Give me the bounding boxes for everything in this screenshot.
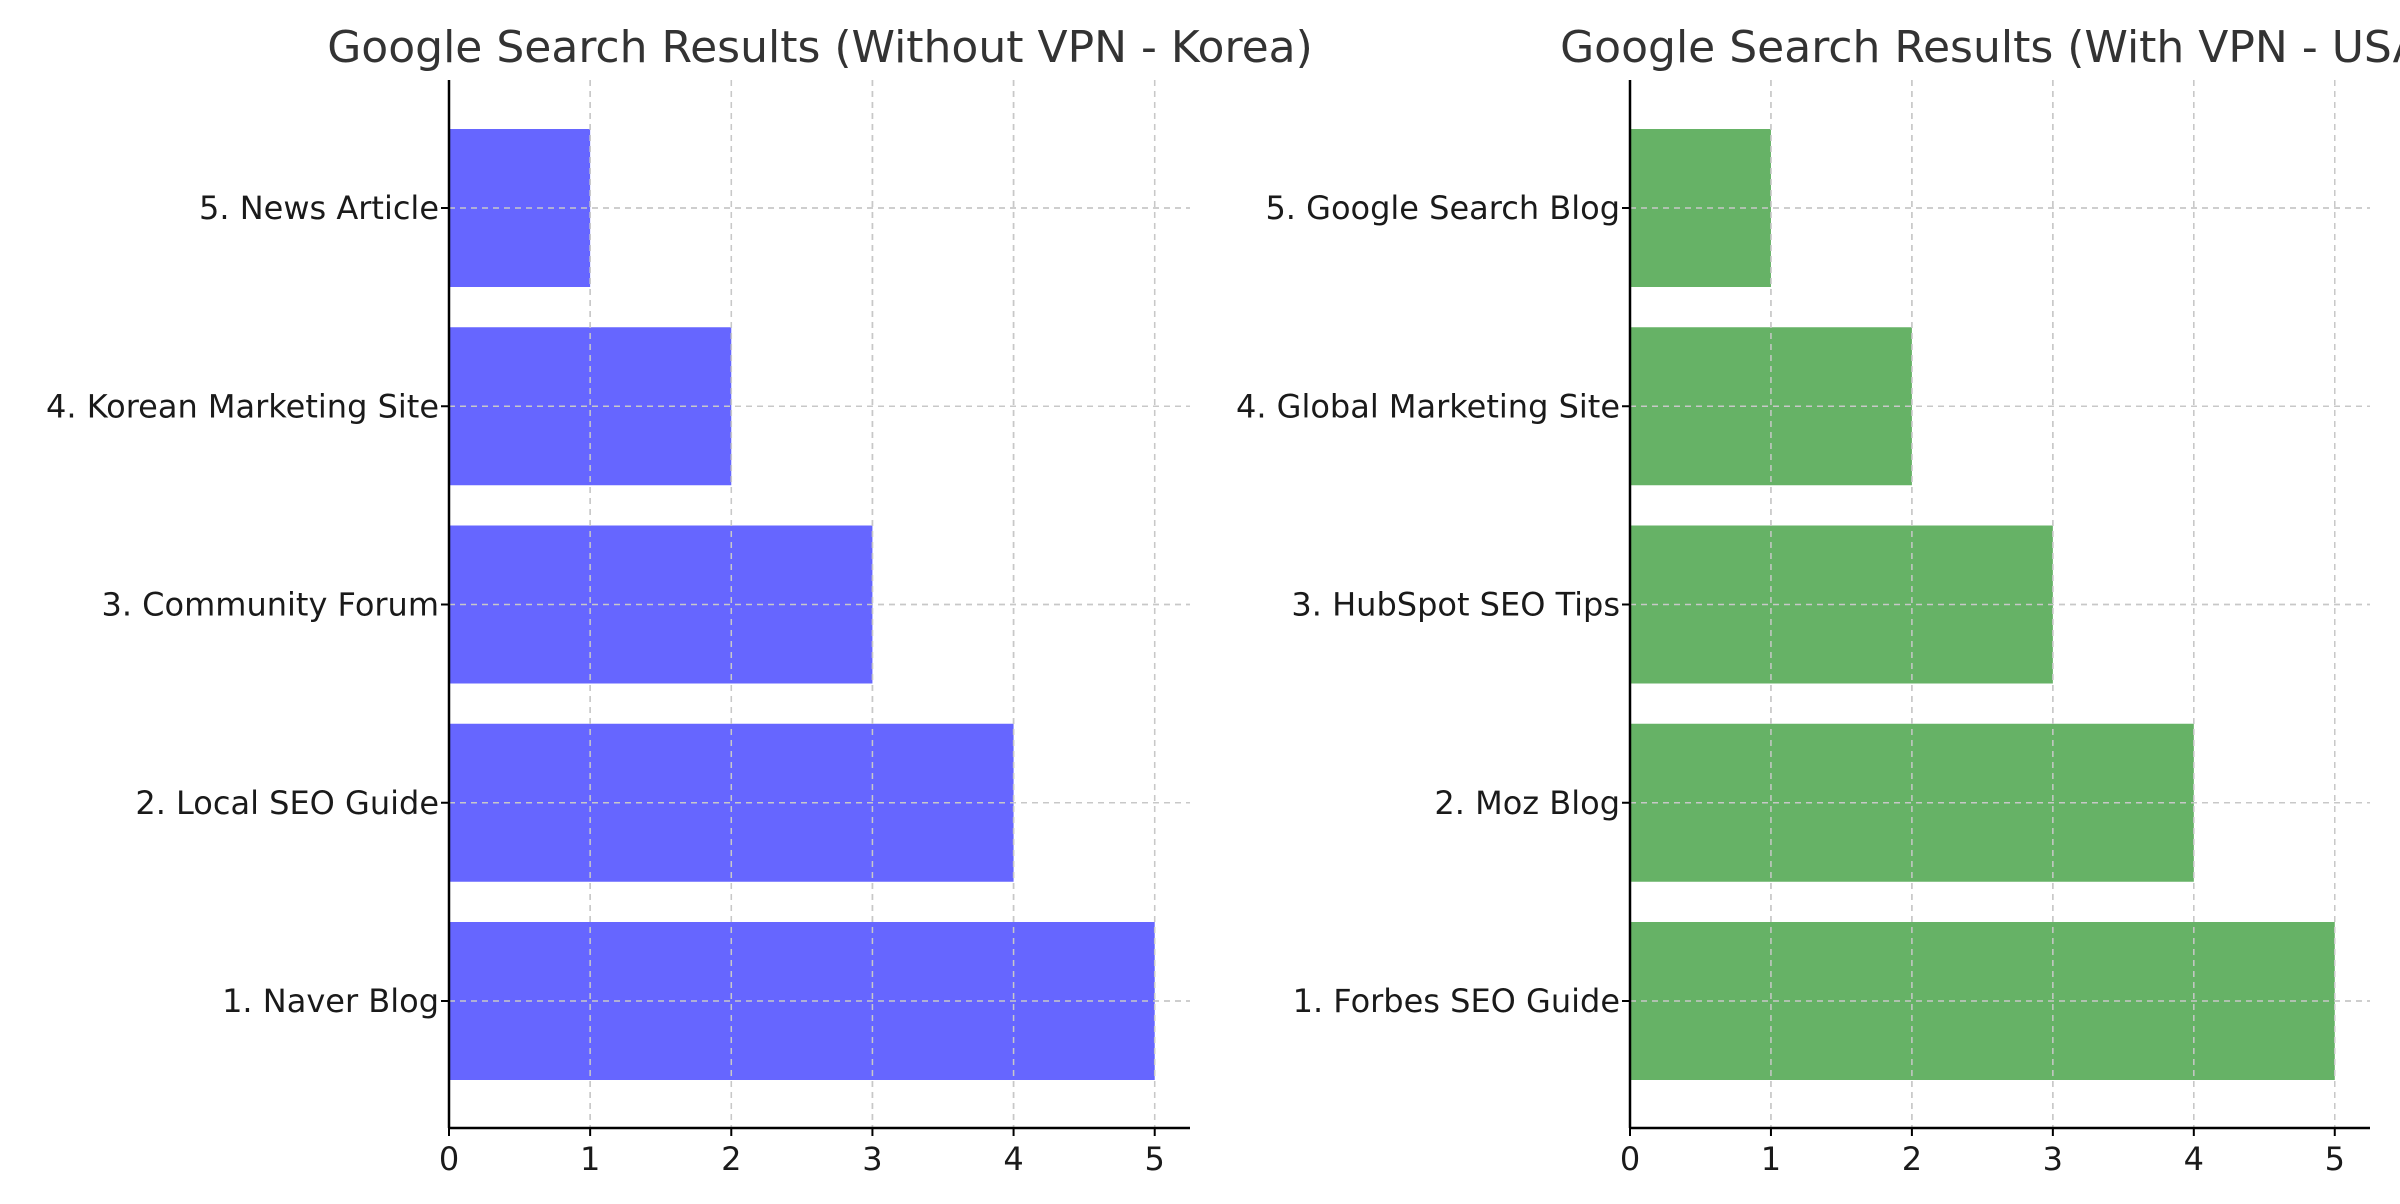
x-tick-label: 3 (2043, 1140, 2063, 1178)
chart-panel-1: Google Search Results (Without VPN - Kor… (46, 22, 1313, 1178)
x-tick-label: 0 (1620, 1140, 1640, 1178)
x-tick-label: 0 (439, 1140, 459, 1178)
category-label: 1. Forbes SEO Guide (1293, 982, 1620, 1020)
chart-title: Google Search Results (With VPN - USA) (1560, 22, 2400, 73)
category-label: 5. News Article (199, 189, 439, 227)
bar (1630, 327, 1912, 486)
category-label: 4. Korean Marketing Site (46, 387, 439, 425)
x-tick-label: 4 (2184, 1140, 2204, 1178)
category-label: 3. Community Forum (101, 586, 439, 624)
x-tick-label: 1 (1761, 1140, 1781, 1178)
chart-title: Google Search Results (Without VPN - Kor… (327, 22, 1313, 73)
category-label: 2. Local SEO Guide (135, 784, 439, 822)
category-label: 3. HubSpot SEO Tips (1291, 586, 1620, 624)
bar (449, 327, 732, 486)
x-tick-label: 5 (1145, 1140, 1165, 1178)
category-label: 2. Moz Blog (1434, 784, 1620, 822)
x-tick-label: 1 (580, 1140, 600, 1178)
x-tick-label: 2 (1902, 1140, 1922, 1178)
category-label: 5. Google Search Blog (1265, 189, 1620, 227)
x-tick-label: 5 (2325, 1140, 2345, 1178)
bar (449, 723, 1014, 882)
x-tick-label: 3 (862, 1140, 882, 1178)
bar (1630, 723, 2194, 882)
category-label: 1. Naver Blog (222, 982, 439, 1020)
category-label: 4. Global Marketing Site (1236, 387, 1620, 425)
chart-panel-2: Google Search Results (With VPN - USA) 1.… (1236, 22, 2400, 1178)
x-tick-label: 4 (1003, 1140, 1023, 1178)
x-tick-label: 2 (721, 1140, 741, 1178)
